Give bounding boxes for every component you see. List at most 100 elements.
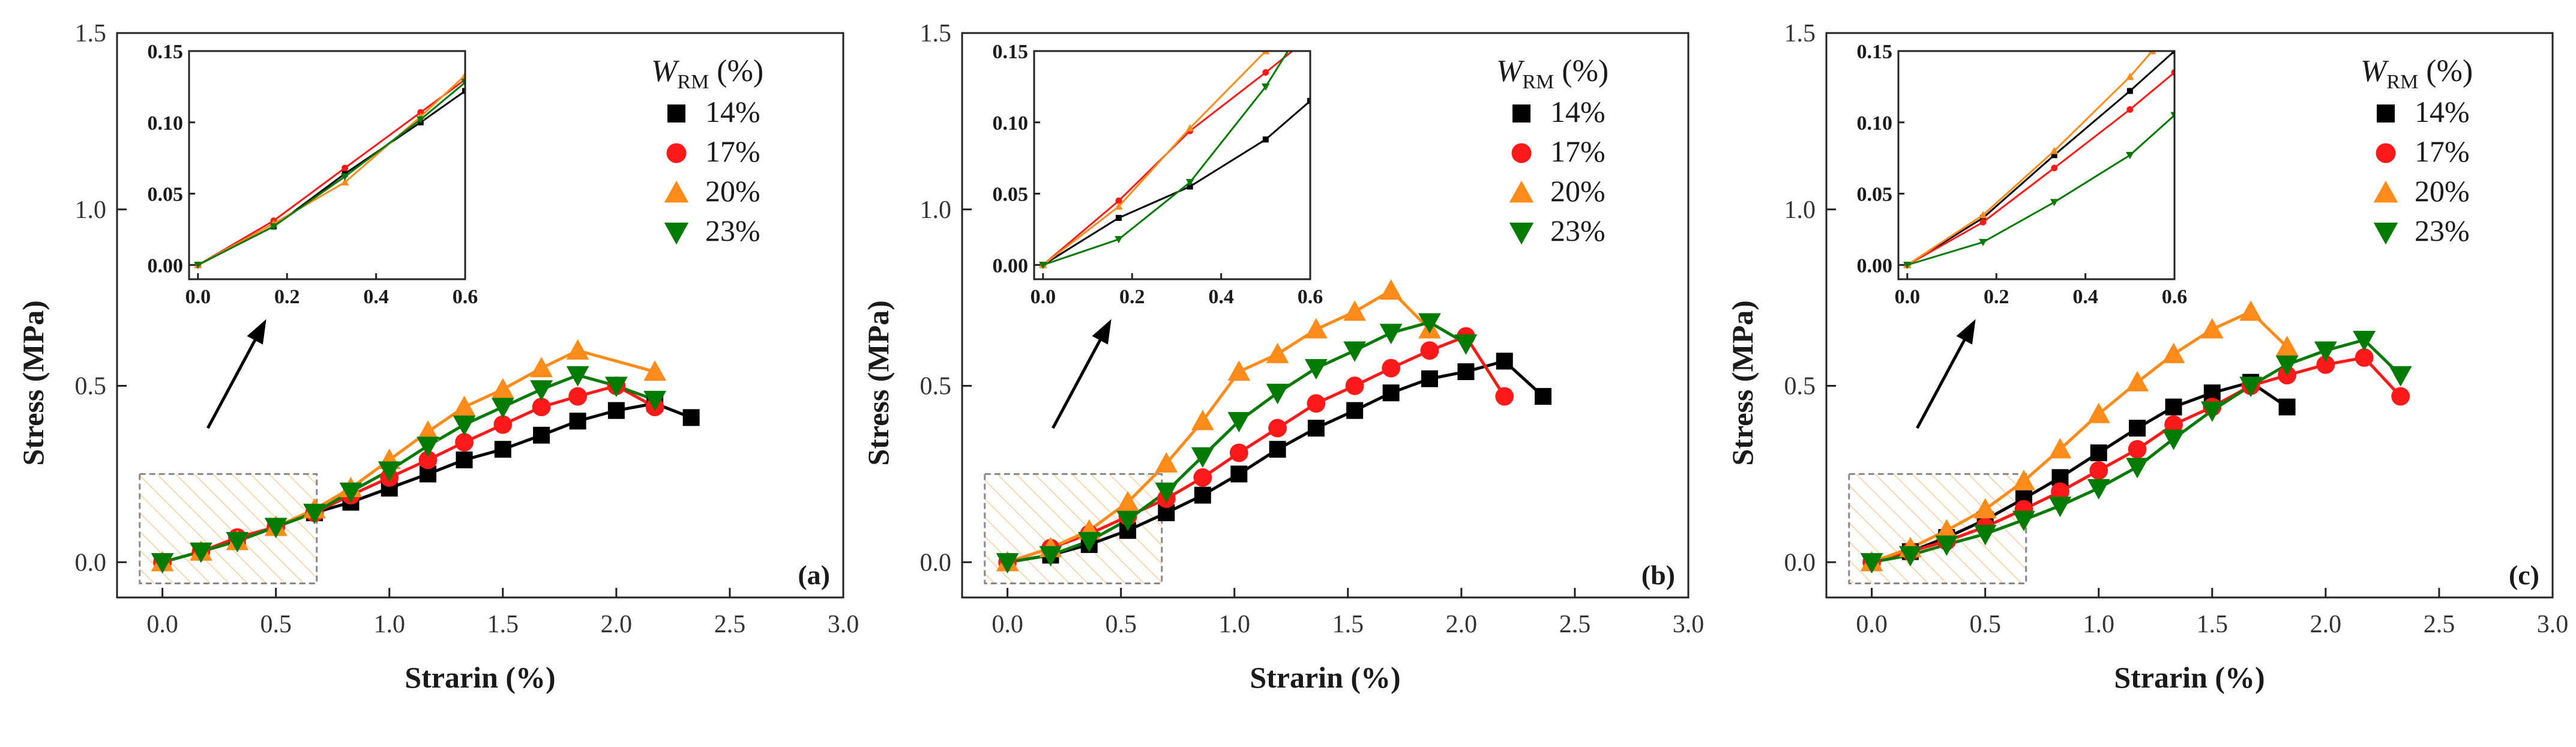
x-tick-label: 3.0 xyxy=(2537,611,2569,638)
x-tick-label: 0.5 xyxy=(1969,611,2001,638)
inset-y-tick-label: 0.05 xyxy=(148,184,184,206)
data-point xyxy=(1307,394,1326,413)
inset-point xyxy=(1185,179,1194,187)
data-point xyxy=(1935,519,1958,540)
inset-point xyxy=(2051,165,2058,172)
inset-y-tick-label: 0.00 xyxy=(1857,255,1893,277)
data-point xyxy=(491,398,514,419)
data-point xyxy=(604,377,628,398)
legend-marker xyxy=(2373,222,2398,245)
data-point xyxy=(533,426,550,444)
inset-point xyxy=(2126,106,2134,113)
data-point xyxy=(2162,429,2185,450)
x-tick-label: 1.5 xyxy=(1332,611,1364,638)
data-point xyxy=(1495,387,1514,406)
inset-frame xyxy=(1897,50,2176,280)
legend-entry-0: 14% xyxy=(2377,95,2470,129)
data-point xyxy=(226,531,249,552)
data-point xyxy=(532,398,551,417)
data-point xyxy=(1420,341,1439,360)
inset-point xyxy=(1262,69,1269,76)
inset-chart: 0.0 0.2 0.4 0.6 0.00 0.05 0.10 0.15 xyxy=(993,41,1323,308)
data-point xyxy=(1935,535,1958,556)
data-point xyxy=(417,420,439,441)
inset-point xyxy=(1115,197,1122,204)
inset-arrow-head xyxy=(1956,319,1976,345)
data-point xyxy=(2164,415,2183,434)
data-point xyxy=(2239,377,2262,398)
legend-entry-3: 23% xyxy=(2373,214,2470,247)
inset-point xyxy=(1262,136,1269,143)
x-tick-label: 1.0 xyxy=(1219,611,1251,638)
data-point xyxy=(1379,279,1403,300)
data-point xyxy=(2389,366,2412,387)
y-tick-label: 0.5 xyxy=(920,373,952,401)
data-point xyxy=(378,461,401,482)
legend-entry-3: 23% xyxy=(1509,214,1605,247)
inset-y-tick-label: 0.05 xyxy=(1857,184,1893,206)
y-tick-label: 1.5 xyxy=(75,20,107,47)
x-tick-label: 1.5 xyxy=(2197,611,2228,638)
data-point xyxy=(1418,313,1441,334)
inset-point xyxy=(342,165,349,172)
data-point xyxy=(569,413,586,430)
inset-point xyxy=(462,88,465,94)
data-point xyxy=(566,339,589,360)
legend-label: 20% xyxy=(2415,174,2470,208)
data-point xyxy=(456,451,473,468)
inset-x-tick-label: 0.2 xyxy=(274,286,300,308)
y-tick-label: 1.0 xyxy=(75,196,107,224)
data-point xyxy=(643,360,667,381)
legend-label: 14% xyxy=(705,95,760,129)
data-point xyxy=(2012,510,2035,531)
inset-x-tick-label: 0.0 xyxy=(1895,286,1921,308)
data-point xyxy=(2353,331,2376,352)
data-point xyxy=(1496,352,1513,370)
data-point xyxy=(1346,402,1364,419)
x-tick-label: 2.5 xyxy=(2424,611,2455,638)
data-point xyxy=(996,553,1019,574)
data-point xyxy=(2278,398,2296,416)
data-point xyxy=(493,415,513,434)
inset-point xyxy=(340,173,349,181)
data-point xyxy=(1343,341,1367,362)
inset-point xyxy=(417,116,425,124)
inset-x-tick-label: 0.2 xyxy=(1119,286,1145,308)
data-point xyxy=(1039,546,1062,567)
inset-point xyxy=(340,178,349,186)
data-point xyxy=(566,366,589,387)
inset-point xyxy=(2126,73,2134,80)
legend-entry-1: 17% xyxy=(666,135,760,168)
inset-point xyxy=(1307,98,1310,104)
inset-x-tick-label: 0.0 xyxy=(185,286,211,308)
inset-y-tick-label: 0.10 xyxy=(148,112,184,135)
x-tick-label: 1.0 xyxy=(374,611,406,638)
inset-series xyxy=(194,71,465,269)
inset-y-tick-label: 0.10 xyxy=(993,112,1029,135)
inset-point xyxy=(1115,236,1123,244)
data-point xyxy=(1191,447,1214,468)
data-point xyxy=(1899,546,1922,567)
inset-point xyxy=(2050,147,2059,154)
data-point xyxy=(1457,363,1475,380)
legend-title: WRM (%) xyxy=(651,54,763,93)
panel-label: (c) xyxy=(2509,560,2539,590)
inset-chart: 0.0 0.2 0.4 0.6 0.00 0.05 0.10 0.15 xyxy=(1857,41,2188,308)
inset-frame xyxy=(1033,50,1311,280)
inset-background xyxy=(189,51,465,279)
data-point xyxy=(530,357,553,378)
inset-y-tick-label: 0.15 xyxy=(993,41,1029,63)
x-tick-label: 3.0 xyxy=(828,611,859,638)
y-tick-label: 0.0 xyxy=(1784,549,1816,576)
data-point xyxy=(2200,318,2224,339)
data-point xyxy=(2128,440,2147,459)
data-point xyxy=(1227,412,1251,433)
inset-series xyxy=(1903,51,2174,269)
legend-entry-1: 17% xyxy=(2376,135,2470,168)
x-tick-label: 2.0 xyxy=(1446,611,1478,638)
x-tick-label: 2.5 xyxy=(714,611,746,638)
data-point xyxy=(1116,510,1139,531)
plot-frame xyxy=(961,32,1690,599)
inset-point xyxy=(2051,152,2057,159)
inset-arrow-head xyxy=(1092,319,1112,345)
